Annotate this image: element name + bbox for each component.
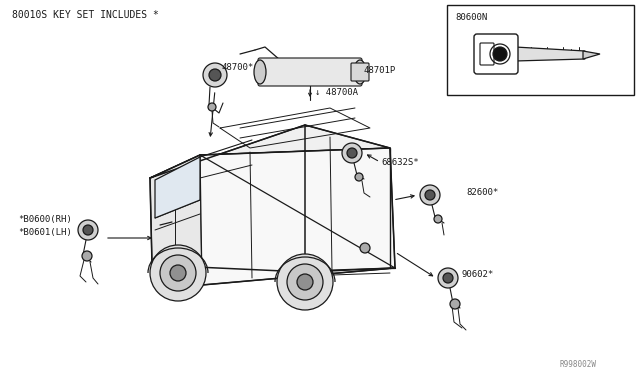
Circle shape <box>425 190 435 200</box>
Circle shape <box>355 173 363 181</box>
Text: 80010S KEY SET INCLUDES *: 80010S KEY SET INCLUDES * <box>12 10 159 20</box>
Polygon shape <box>150 155 202 285</box>
Circle shape <box>203 63 227 87</box>
FancyBboxPatch shape <box>480 43 494 65</box>
Text: *B0600(RH): *B0600(RH) <box>18 215 72 224</box>
Text: 82600*: 82600* <box>466 188 499 197</box>
Polygon shape <box>200 148 395 285</box>
Circle shape <box>78 220 98 240</box>
Polygon shape <box>583 51 600 59</box>
Text: 80600N: 80600N <box>455 13 487 22</box>
Circle shape <box>360 243 370 253</box>
FancyBboxPatch shape <box>258 58 362 86</box>
Circle shape <box>83 225 93 235</box>
Circle shape <box>297 274 313 290</box>
Text: 90602*: 90602* <box>462 270 494 279</box>
Text: R998002W: R998002W <box>560 360 597 369</box>
Circle shape <box>287 264 323 300</box>
Circle shape <box>160 255 196 291</box>
Bar <box>447 5 634 95</box>
Circle shape <box>347 148 357 158</box>
Ellipse shape <box>254 60 266 84</box>
Circle shape <box>150 245 206 301</box>
Text: *B0601(LH): *B0601(LH) <box>18 228 72 237</box>
Text: 48701P: 48701P <box>364 66 396 75</box>
Circle shape <box>434 215 442 223</box>
Circle shape <box>443 273 453 283</box>
Polygon shape <box>515 47 585 61</box>
Circle shape <box>82 251 92 261</box>
Circle shape <box>438 268 458 288</box>
Circle shape <box>209 69 221 81</box>
Text: ↓ 48700A: ↓ 48700A <box>315 88 358 97</box>
Text: 68632S*: 68632S* <box>381 158 419 167</box>
Circle shape <box>342 143 362 163</box>
Polygon shape <box>150 125 390 178</box>
Text: 48700*: 48700* <box>222 63 254 72</box>
FancyBboxPatch shape <box>351 63 369 81</box>
Ellipse shape <box>354 60 366 84</box>
Circle shape <box>493 47 507 61</box>
FancyBboxPatch shape <box>474 34 518 74</box>
Circle shape <box>170 265 186 281</box>
Circle shape <box>420 185 440 205</box>
Circle shape <box>450 299 460 309</box>
Polygon shape <box>155 157 200 218</box>
Circle shape <box>277 254 333 310</box>
Circle shape <box>208 103 216 111</box>
